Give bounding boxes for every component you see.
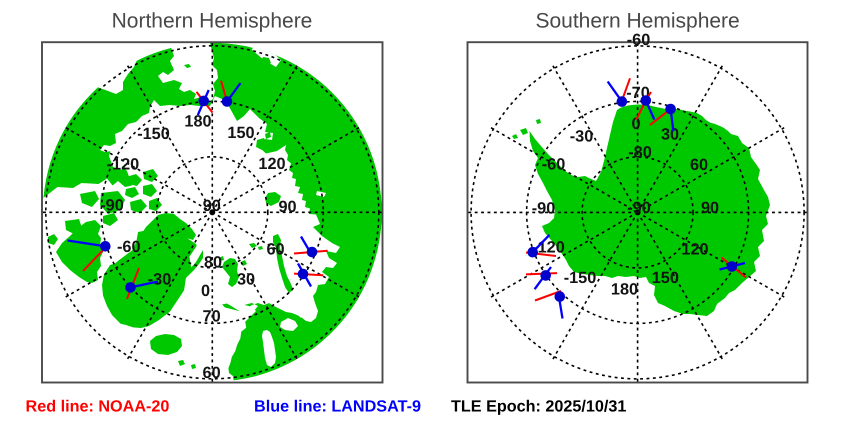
svg-text:-60: -60 xyxy=(542,155,566,173)
svg-text:-90: -90 xyxy=(100,197,124,215)
svg-text:90: 90 xyxy=(203,197,221,215)
svg-text:70: 70 xyxy=(203,308,221,326)
svg-text:0: 0 xyxy=(631,115,640,133)
svg-text:Southern Hemisphere: Southern Hemisphere xyxy=(535,9,739,32)
svg-text:-150: -150 xyxy=(564,269,597,287)
svg-text:150: 150 xyxy=(227,124,254,142)
svg-text:-80: -80 xyxy=(628,143,652,161)
svg-text:-150: -150 xyxy=(137,125,170,143)
svg-text:60: 60 xyxy=(690,156,708,174)
svg-text:Red line: NOAA-20: Red line: NOAA-20 xyxy=(26,398,170,416)
svg-text:-90: -90 xyxy=(532,199,556,217)
svg-text:-120: -120 xyxy=(107,156,140,174)
svg-text:90: 90 xyxy=(278,198,296,216)
svg-text:120: 120 xyxy=(258,155,285,173)
svg-text:-90: -90 xyxy=(627,199,651,217)
svg-text:0: 0 xyxy=(201,282,210,300)
svg-text:30: 30 xyxy=(661,125,679,143)
svg-text:-60: -60 xyxy=(627,31,651,49)
svg-text:80: 80 xyxy=(204,253,222,271)
svg-text:-60: -60 xyxy=(117,238,141,256)
svg-text:150: 150 xyxy=(652,269,679,287)
svg-text:120: 120 xyxy=(681,240,708,258)
svg-text:-30: -30 xyxy=(570,127,594,145)
svg-text:180: 180 xyxy=(184,112,211,130)
svg-text:Northern Hemisphere: Northern Hemisphere xyxy=(112,9,313,32)
svg-text:60: 60 xyxy=(203,364,221,382)
svg-text:Blue line: LANDSAT-9: Blue line: LANDSAT-9 xyxy=(254,398,421,416)
svg-text:-30: -30 xyxy=(148,270,172,288)
svg-text:90: 90 xyxy=(701,199,719,217)
svg-text:TLE Epoch: 2025/10/31: TLE Epoch: 2025/10/31 xyxy=(451,398,626,416)
svg-text:60: 60 xyxy=(266,240,284,258)
svg-text:30: 30 xyxy=(237,270,255,288)
svg-text:180: 180 xyxy=(611,280,638,298)
